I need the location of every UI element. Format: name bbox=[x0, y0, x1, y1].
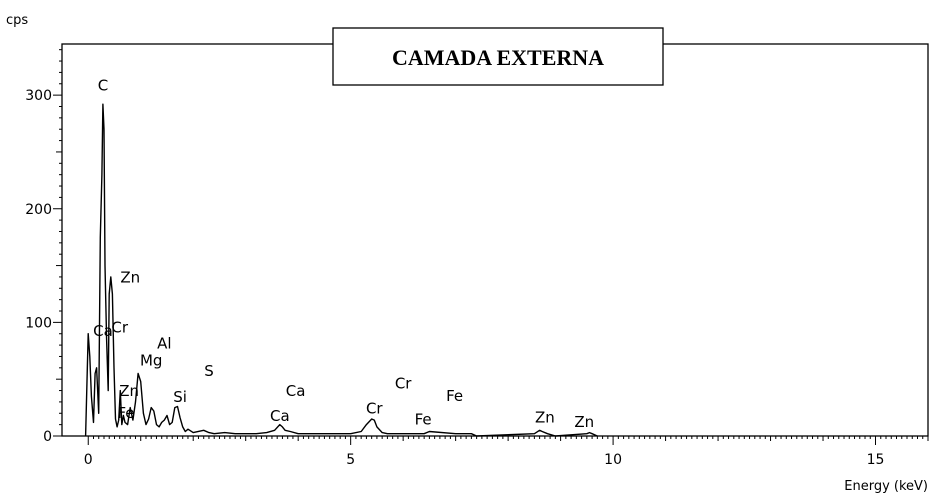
peak-label: Ca bbox=[270, 407, 290, 425]
peak-label: C bbox=[98, 77, 108, 95]
peak-label: Zn bbox=[120, 269, 140, 287]
y-tick-label: 300 bbox=[25, 88, 52, 104]
peak-label: Fe bbox=[446, 387, 463, 405]
peak-label: Fe bbox=[118, 404, 135, 422]
peak-label: Fe bbox=[415, 411, 432, 429]
x-axis: 0 5 10 15 bbox=[84, 436, 929, 468]
y-tick-label: 0 bbox=[43, 429, 52, 445]
peak-label: Zn bbox=[535, 408, 555, 426]
peak-label: Si bbox=[173, 388, 187, 406]
peak-label: Zn bbox=[574, 413, 594, 431]
x-axis-label: Energy (keV) bbox=[844, 479, 928, 494]
y-tick-label: 100 bbox=[25, 315, 52, 331]
peak-label: Ca bbox=[93, 322, 113, 340]
plot-frame bbox=[61, 43, 929, 437]
x-tick-label: 0 bbox=[84, 452, 93, 468]
peak-label: S bbox=[204, 362, 214, 380]
chart-title: CAMADA EXTERNA bbox=[392, 45, 604, 70]
y-axis-unit-label: cps bbox=[6, 13, 28, 28]
peak-label: Ca bbox=[286, 382, 306, 400]
x-tick-label: 5 bbox=[346, 452, 355, 468]
peak-label: Zn bbox=[119, 382, 139, 400]
y-tick-label: 200 bbox=[25, 202, 52, 218]
spectrum-line bbox=[84, 103, 598, 437]
peak-label: Mg bbox=[140, 352, 162, 370]
peak-label: Cr bbox=[395, 374, 412, 392]
y-axis: 0 100 200 300 bbox=[25, 49, 62, 445]
x-tick-label: 10 bbox=[604, 452, 622, 468]
peak-label: Cr bbox=[111, 319, 128, 337]
peak-label: Al bbox=[157, 335, 171, 353]
peak-label: Cr bbox=[366, 399, 383, 417]
title-box bbox=[332, 27, 664, 86]
x-tick-label: 15 bbox=[867, 452, 885, 468]
